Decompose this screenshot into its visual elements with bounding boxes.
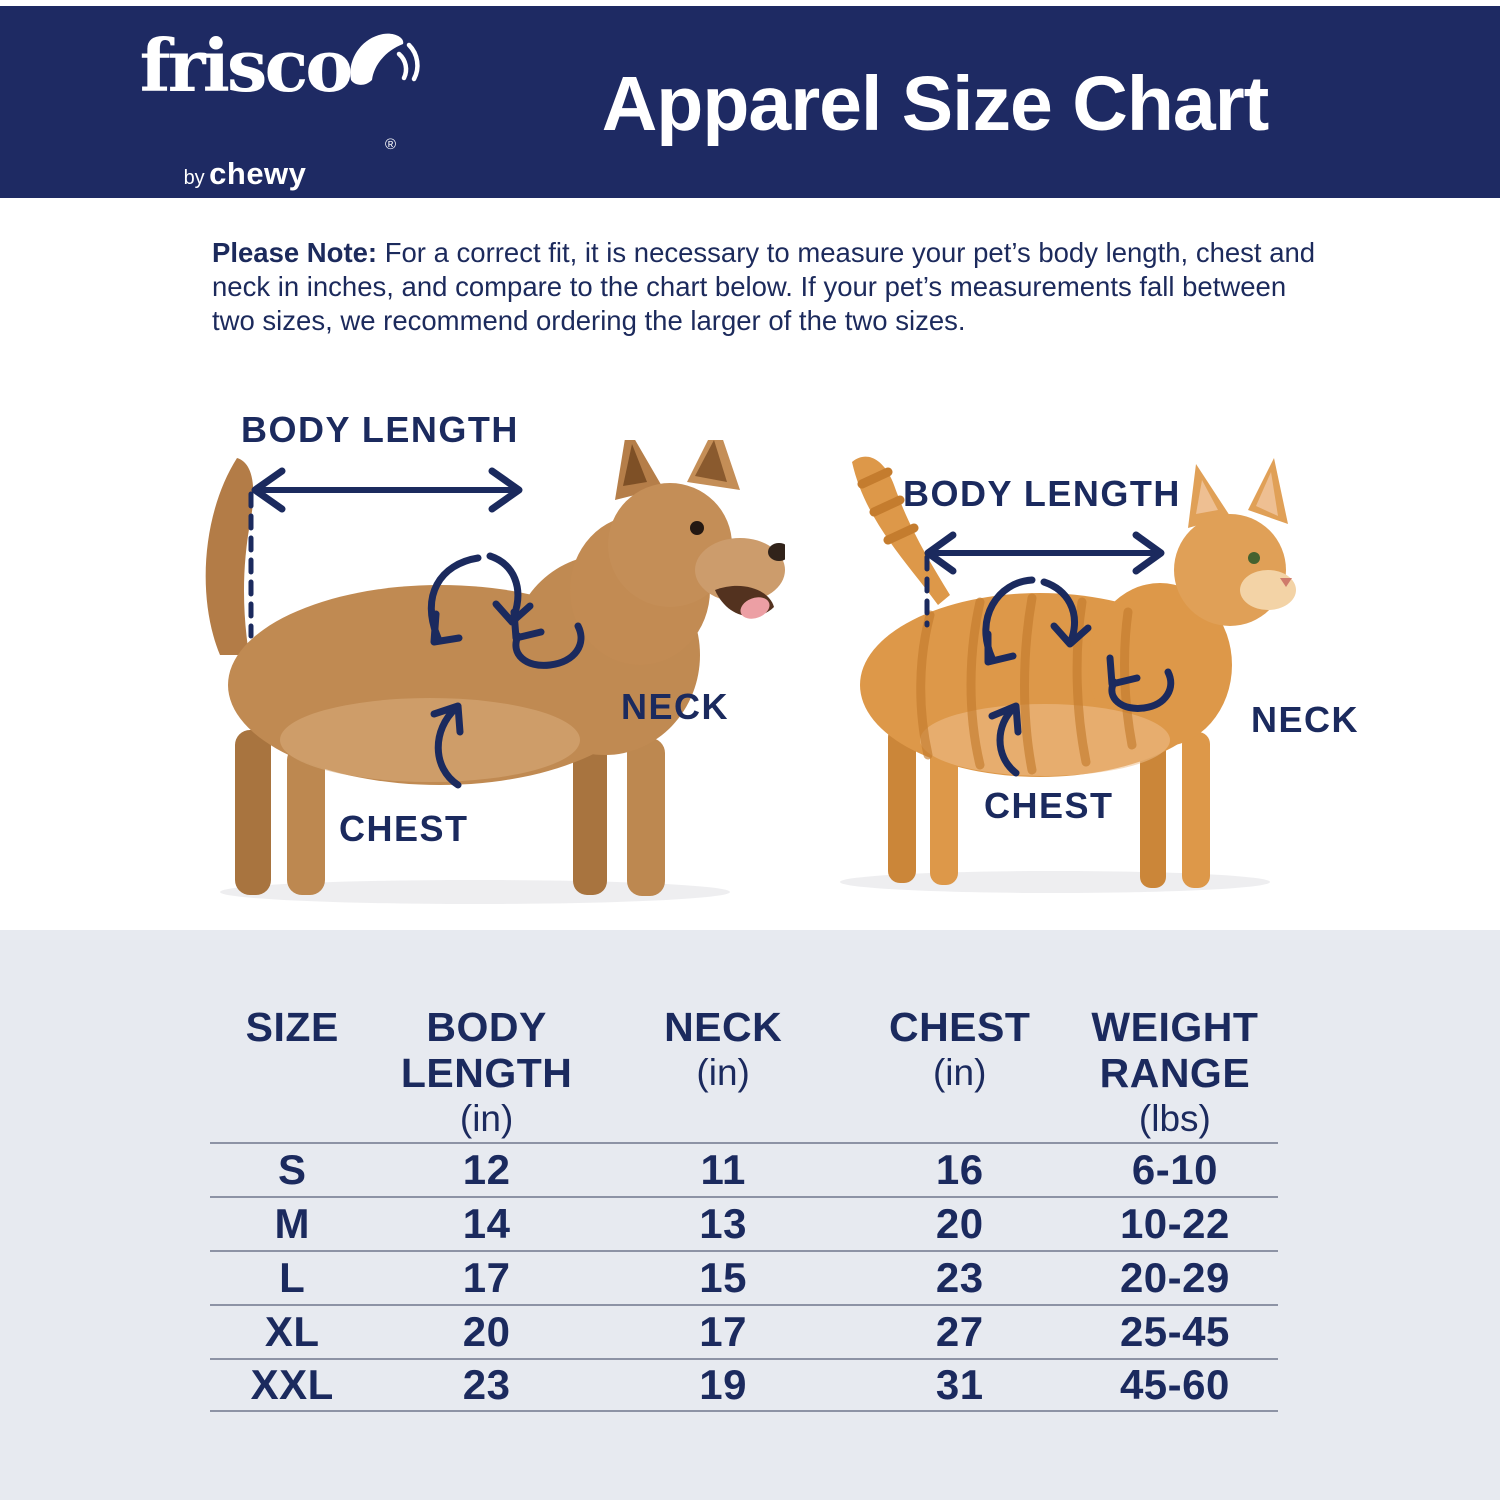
chewy-wordmark: chewy xyxy=(209,156,307,191)
table-row: L 17 15 23 20-29 xyxy=(210,1250,1278,1304)
cat-chest-label: CHEST xyxy=(984,785,1114,826)
table-cell-size: XL xyxy=(264,1308,320,1355)
frisco-wordmark: frisco xyxy=(139,23,354,108)
cat-illustration xyxy=(840,456,1296,893)
table-cell-size: L xyxy=(279,1254,306,1301)
table-cell-body_length: 12 xyxy=(462,1146,511,1193)
table-cell-chest: 31 xyxy=(935,1361,984,1408)
column-header: NECK (in) xyxy=(599,1004,848,1096)
frisco-tail-swoosh-icon xyxy=(350,33,420,85)
column-title: CHEST xyxy=(888,1004,1031,1050)
size-table-body: S 12 11 16 6-10 M 14 13 20 10-22 L 17 15 23 20-29 XL 20 1… xyxy=(210,1142,1278,1412)
size-table-header: SIZE BODY LENGTH (in) NECK (in) CHEST (in) WEIG… xyxy=(210,1004,1278,1142)
table-cell-chest: 23 xyxy=(935,1254,984,1301)
fit-note-label: Please Note: xyxy=(212,237,378,268)
dog-illustration xyxy=(205,440,785,904)
table-cell-size: S xyxy=(277,1146,307,1193)
table-cell-body_length: 20 xyxy=(462,1308,511,1355)
table-cell-body_length: 17 xyxy=(462,1254,511,1301)
column-unit: (in) xyxy=(696,1052,750,1093)
frisco-logo: frisco ® by chewy xyxy=(85,23,420,191)
table-cell-size: M xyxy=(274,1200,310,1247)
table-cell-body_length: 14 xyxy=(462,1200,511,1247)
table-cell-neck: 17 xyxy=(699,1308,748,1355)
header-band: frisco ® by chewy Apparel Size Chart xyxy=(0,6,1500,198)
table-row: XL 20 17 27 25-45 xyxy=(210,1304,1278,1358)
table-cell-neck: 11 xyxy=(700,1146,746,1193)
size-table: SIZE BODY LENGTH (in) NECK (in) CHEST (in) WEIG… xyxy=(210,1004,1278,1412)
page-title: Apparel Size Chart xyxy=(601,61,1270,147)
cat-body-length-label: BODY LENGTH xyxy=(903,473,1181,514)
column-header: CHEST (in) xyxy=(848,1004,1072,1096)
column-header: WEIGHT RANGE (lbs) xyxy=(1072,1004,1278,1142)
column-title: BODY LENGTH xyxy=(400,1004,573,1096)
table-cell-size: XXL xyxy=(250,1361,334,1408)
table-row: XXL 23 19 31 45-60 xyxy=(210,1358,1278,1412)
fit-note: Please Note: For a correct fit, it is ne… xyxy=(212,236,1317,338)
registered-mark: ® xyxy=(385,136,397,153)
column-unit: (in) xyxy=(932,1052,987,1093)
dog-neck-label: NECK xyxy=(621,686,730,727)
column-title: NECK xyxy=(664,1004,783,1050)
column-unit: (in) xyxy=(459,1098,514,1139)
dog-body-length-label: BODY LENGTH xyxy=(241,409,519,450)
column-title: WEIGHT RANGE xyxy=(1091,1004,1259,1096)
cat-neck-label: NECK xyxy=(1251,699,1360,740)
table-cell-weight_range: 25-45 xyxy=(1119,1308,1230,1355)
table-cell-chest: 27 xyxy=(935,1308,984,1355)
table-cell-neck: 15 xyxy=(699,1254,748,1301)
table-panel xyxy=(0,930,1500,1500)
column-unit: (lbs) xyxy=(1138,1098,1211,1139)
table-cell-weight_range: 10-22 xyxy=(1119,1200,1230,1247)
column-header: SIZE xyxy=(210,1004,374,1050)
column-title: SIZE xyxy=(245,1004,339,1050)
table-row: M 14 13 20 10-22 xyxy=(210,1196,1278,1250)
dog-chest-label: CHEST xyxy=(339,808,469,849)
table-cell-body_length: 23 xyxy=(462,1361,511,1408)
column-header: BODY LENGTH (in) xyxy=(374,1004,598,1142)
table-cell-neck: 19 xyxy=(699,1361,748,1408)
table-cell-chest: 20 xyxy=(935,1200,984,1247)
table-cell-neck: 13 xyxy=(699,1200,748,1247)
table-cell-weight_range: 45-60 xyxy=(1119,1361,1230,1408)
table-cell-weight_range: 20-29 xyxy=(1119,1254,1230,1301)
table-cell-chest: 16 xyxy=(935,1146,984,1193)
byline-by: by xyxy=(183,167,205,189)
table-cell-weight_range: 6-10 xyxy=(1131,1146,1218,1193)
by-chewy-byline: by chewy xyxy=(85,156,405,192)
fit-note-text: For a correct fit, it is necessary to me… xyxy=(212,237,1316,336)
table-row: S 12 11 16 6-10 xyxy=(210,1142,1278,1196)
